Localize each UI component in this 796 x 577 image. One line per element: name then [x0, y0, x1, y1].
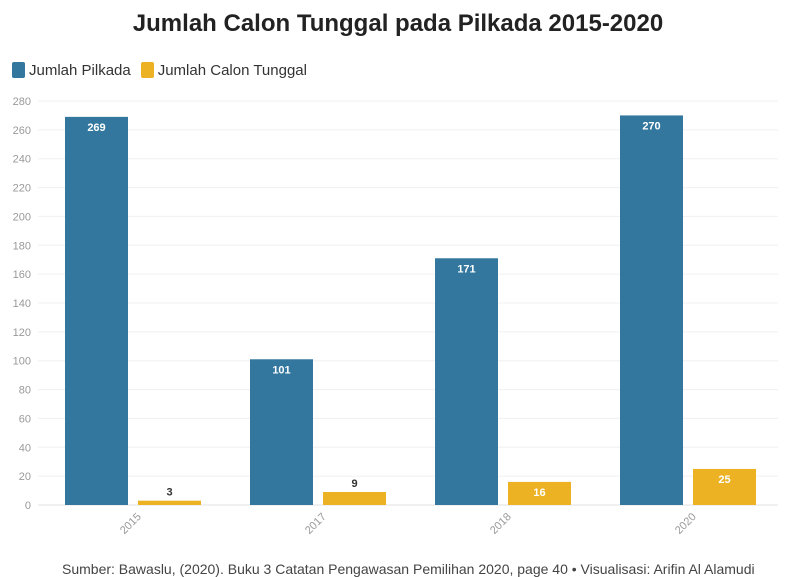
y-tick-label: 40: [19, 442, 31, 454]
y-tick-label: 260: [13, 125, 31, 137]
bar: [620, 115, 683, 505]
legend-item-calon-tunggal[interactable]: Jumlah Calon Tunggal: [140, 61, 307, 79]
bar: [65, 116, 128, 505]
data-label: 9: [351, 478, 357, 490]
data-label: 101: [272, 364, 290, 376]
y-tick-label: 200: [13, 211, 31, 223]
legend-swatch-pilkada: [12, 62, 25, 78]
data-label: 25: [718, 474, 730, 486]
chart-title: Jumlah Calon Tunggal pada Pilkada 2015-2…: [132, 10, 664, 37]
bar: [693, 468, 756, 505]
bar: [250, 359, 313, 505]
y-tick-label: 60: [19, 413, 31, 425]
data-labels: 269 3 101 9 171 16 270 25: [87, 120, 730, 498]
y-tick-label: 100: [13, 356, 31, 368]
x-tick-label: 2018: [488, 511, 514, 537]
bar: [323, 492, 386, 505]
x-axis-ticks: 2015 2017 2018 2020: [118, 511, 699, 537]
bar: [138, 500, 201, 505]
x-tick-label: 2017: [303, 511, 329, 537]
y-tick-label: 220: [13, 183, 31, 195]
bars: [65, 115, 756, 505]
legend-label-calon-tunggal: Jumlah Calon Tunggal: [157, 61, 307, 79]
y-tick-label: 80: [19, 385, 31, 397]
y-tick-label: 120: [13, 327, 31, 339]
legend-swatch-calon-tunggal: [140, 62, 154, 78]
data-label: 16: [533, 487, 545, 499]
y-tick-label: 0: [25, 500, 31, 512]
data-label: 270: [642, 120, 660, 132]
y-tick-label: 180: [13, 240, 31, 252]
y-tick-label: 160: [13, 269, 31, 281]
data-label: 171: [457, 263, 475, 275]
chart-legend: Jumlah Pilkada Jumlah Calon Tunggal: [12, 60, 317, 80]
bar: [508, 481, 571, 505]
source-caption: Sumber: Bawaslu, (2020). Buku 3 Catatan …: [62, 561, 755, 577]
bar: [435, 258, 498, 505]
data-label: 3: [166, 487, 172, 499]
legend-label-pilkada: Jumlah Pilkada: [29, 61, 131, 79]
legend-item-pilkada[interactable]: Jumlah Pilkada: [12, 62, 131, 79]
x-tick-label: 2020: [673, 511, 699, 537]
x-tick-label: 2015: [118, 511, 144, 537]
y-tick-label: 140: [13, 298, 31, 310]
y-tick-label: 280: [13, 96, 31, 108]
data-label: 269: [87, 122, 105, 134]
y-tick-label: 240: [13, 154, 31, 166]
y-tick-label: 20: [19, 471, 31, 483]
y-axis-ticks: 0 20 40 60 80 100 120 140 160 180 200 220 240 260 280: [13, 96, 31, 512]
